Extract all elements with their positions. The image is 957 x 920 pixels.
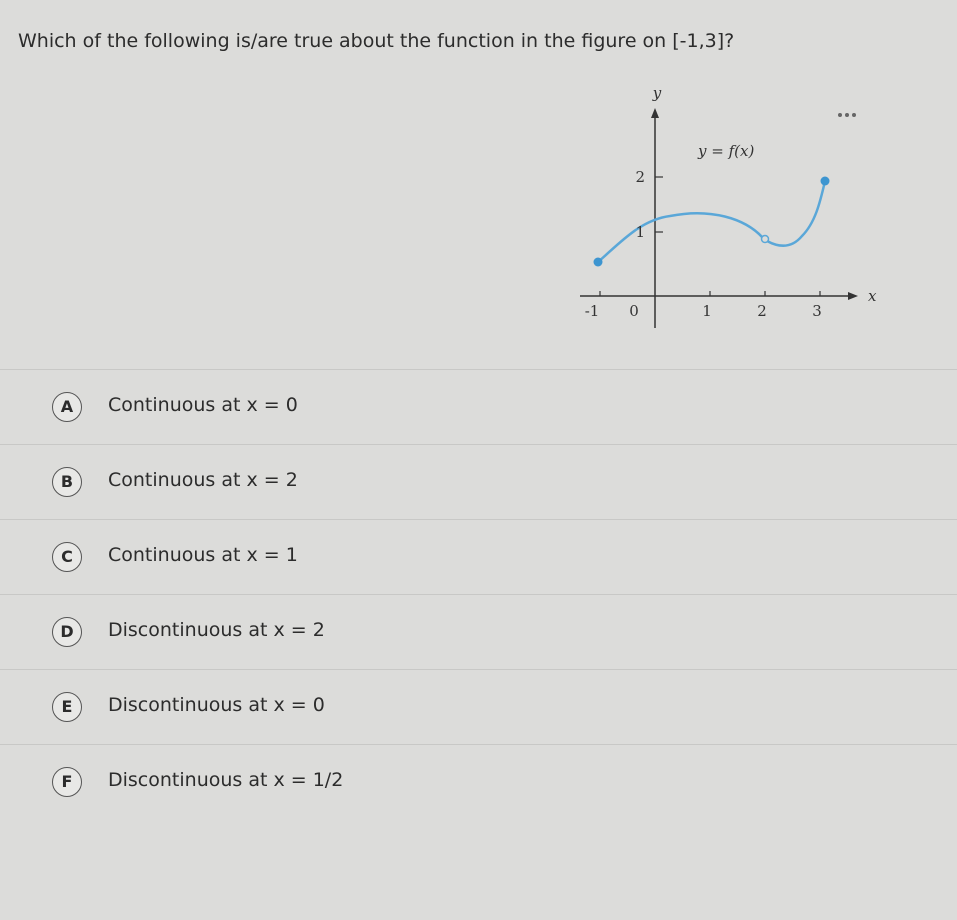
y-tick-label: 2 (635, 168, 645, 186)
option-row[interactable]: F Discontinuous at x = 1/2 (0, 744, 957, 817)
y-axis-label: y (652, 84, 662, 102)
y-tick-label: 1 (635, 223, 645, 241)
x-tick-label: 3 (812, 302, 822, 320)
option-text[interactable]: Discontinuous at x = 0 (108, 694, 325, 716)
x-tick-label: 2 (757, 302, 767, 320)
option-row[interactable]: C Continuous at x = 1 (0, 519, 957, 592)
option-text[interactable]: Discontinuous at x = 2 (108, 619, 325, 641)
option-letter[interactable]: C (52, 542, 82, 572)
menu-icon[interactable] (838, 113, 856, 117)
open-point (760, 234, 770, 244)
closed-point (593, 257, 603, 267)
option-row[interactable]: E Discontinuous at x = 0 (0, 669, 957, 742)
option-text[interactable]: Discontinuous at x = 1/2 (108, 769, 344, 791)
option-letter[interactable]: D (52, 617, 82, 647)
closed-point (820, 176, 830, 186)
curve (597, 180, 827, 263)
x-tick-label: -1 (585, 302, 600, 320)
option-text[interactable]: Continuous at x = 0 (108, 394, 298, 416)
option-letter[interactable]: B (52, 467, 82, 497)
x-axis-label: x (868, 287, 877, 305)
option-letter[interactable]: F (52, 767, 82, 797)
option-text[interactable]: Continuous at x = 1 (108, 544, 298, 566)
option-letter[interactable]: E (52, 692, 82, 722)
option-row[interactable]: B Continuous at x = 2 (0, 444, 957, 517)
function-label: y = f(x) (697, 142, 754, 160)
x-tick-label: 0 (629, 302, 639, 320)
figure: y x y = f(x) 2 1 -1 0 1 2 3 (580, 84, 877, 328)
option-letter[interactable]: A (52, 392, 82, 422)
y-arrow (651, 108, 659, 118)
x-tick-label: 1 (702, 302, 712, 320)
ticks (599, 176, 821, 296)
x-arrow (848, 292, 858, 300)
option-row[interactable]: A Continuous at x = 0 (0, 369, 957, 442)
option-text[interactable]: Continuous at x = 2 (108, 469, 298, 491)
question: Which of the following is/are true about… (18, 30, 735, 52)
option-row[interactable]: D Discontinuous at x = 2 (0, 594, 957, 667)
